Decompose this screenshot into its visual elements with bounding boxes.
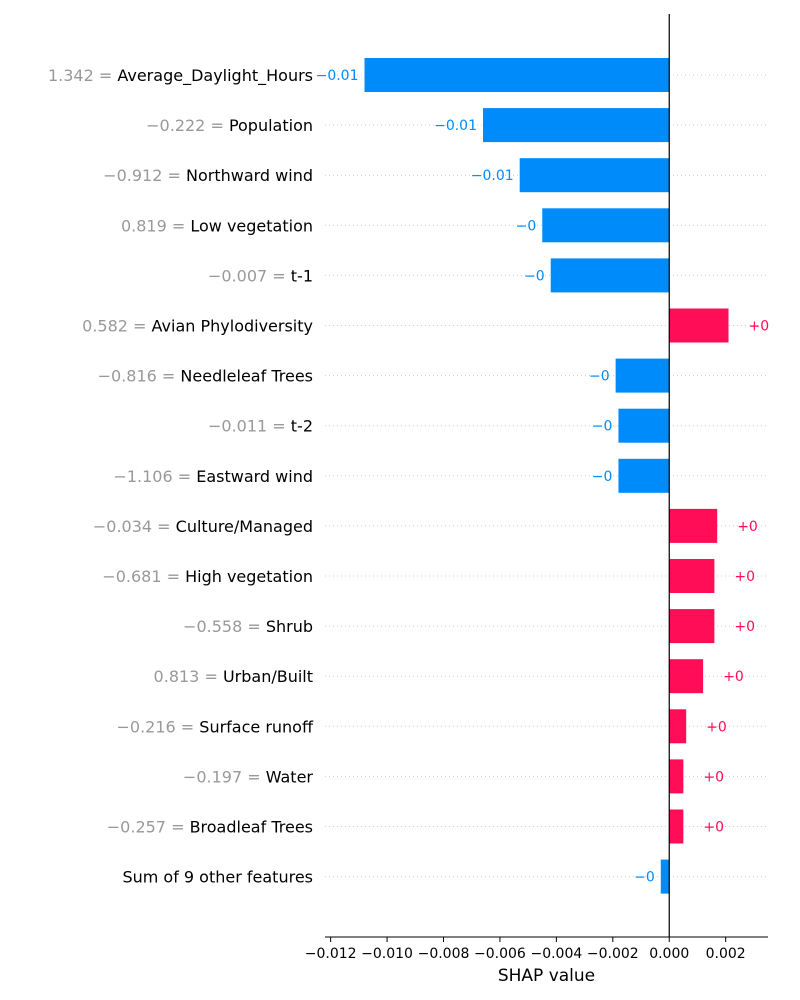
bar <box>669 709 687 744</box>
feature-value: −0.257 = <box>107 818 190 837</box>
x-tick-label: −0.008 <box>418 946 470 962</box>
feature-value: 0.813 = <box>154 667 223 686</box>
feature-name: High vegetation <box>185 567 313 586</box>
feature-value: −0.912 = <box>103 166 186 185</box>
feature-label: −0.257 = Broadleaf Trees <box>107 818 313 837</box>
bar-value-label: −0 <box>592 419 613 435</box>
feature-name: Northward wind <box>186 166 313 185</box>
bar <box>618 408 670 443</box>
feature-value: −0.197 = <box>183 767 266 786</box>
feature-name: Broadleaf Trees <box>190 818 313 837</box>
bar-value-labels: −0.01 −0.01 −0.01 −0 −0 +0 −0 −0 −0 +0 +0 +0 +0 +0 +0 +… <box>316 68 770 886</box>
bar <box>669 659 704 694</box>
feature-name: Avian Phylodiversity <box>152 317 313 336</box>
bar <box>483 108 670 143</box>
bar-value-label: −0.01 <box>471 168 514 184</box>
feature-label: −0.197 = Water <box>183 767 314 786</box>
bar <box>669 809 684 844</box>
feature-name: Shrub <box>266 617 313 636</box>
feature-name: Average_Daylight_Hours <box>117 66 313 86</box>
feature-name: t-2 <box>291 417 313 436</box>
bar <box>669 559 715 593</box>
feature-value: −0.558 = <box>183 617 266 636</box>
bar <box>669 609 715 644</box>
feature-label: −0.007 = t-1 <box>208 266 313 285</box>
bar-value-label: +0 <box>703 820 724 836</box>
x-tick-label: −0.004 <box>530 946 582 962</box>
feature-name: Eastward wind <box>196 467 313 486</box>
bar-value-label: −0.01 <box>316 68 359 84</box>
feature-label: −0.681 = High vegetation <box>102 567 313 586</box>
x-axis-title: SHAP value <box>498 966 595 986</box>
feature-value: −0.222 = <box>146 116 229 135</box>
feature-label: 0.819 = Low vegetation <box>121 216 313 235</box>
bar-value-label: −0 <box>592 469 613 485</box>
feature-name: Water <box>266 767 314 786</box>
x-axis: −0.012 −0.010 −0.008 −0.006 −0.004 −0.002 0.00… <box>305 936 768 962</box>
feature-label: −0.912 = Northward wind <box>103 166 313 185</box>
feature-name: Sum of 9 other features <box>122 868 313 887</box>
bar-value-label: −0.01 <box>434 118 477 134</box>
feature-label: −1.106 = Eastward wind <box>113 467 313 486</box>
feature-value: 0.819 = <box>121 216 190 235</box>
feature-value: 1.342 = <box>48 66 117 85</box>
feature-labels: 1.342 = Average_Daylight_Hours −0.222 = P… <box>48 66 314 887</box>
bar <box>669 759 684 794</box>
bar <box>618 458 670 493</box>
feature-label: 0.582 = Avian Phylodiversity <box>82 317 313 336</box>
feature-name: Population <box>229 116 313 135</box>
bar-value-label: −0 <box>516 218 537 234</box>
feature-value: −0.011 = <box>208 417 291 436</box>
feature-label: −0.222 = Population <box>146 116 313 135</box>
feature-label: −0.034 = Culture/Managed <box>93 517 313 536</box>
feature-label: 1.342 = Average_Daylight_Hours <box>48 66 313 86</box>
x-tick-label: −0.010 <box>361 946 413 962</box>
feature-value: −0.007 = <box>208 266 291 285</box>
bar <box>669 508 718 543</box>
bar-value-label: +0 <box>706 719 727 735</box>
bar-value-label: −0 <box>524 268 545 284</box>
bar-value-label: +0 <box>703 769 724 785</box>
bar <box>669 308 729 343</box>
x-tick-label: 0.002 <box>706 946 746 962</box>
feature-label: −0.816 = Needleleaf Trees <box>98 367 313 386</box>
x-tick-label: −0.006 <box>474 946 526 962</box>
bar <box>660 859 670 894</box>
feature-name: Surface runoff <box>199 717 314 736</box>
row-gridlines <box>325 74 768 878</box>
feature-value: −0.034 = <box>93 517 176 536</box>
feature-value: −0.816 = <box>98 367 181 386</box>
bar <box>519 158 670 193</box>
bar <box>615 358 670 393</box>
feature-value: −0.216 = <box>116 717 199 736</box>
feature-name: Needleleaf Trees <box>180 367 313 386</box>
bar-value-label: +0 <box>737 519 758 535</box>
feature-name: Culture/Managed <box>176 517 313 536</box>
feature-label: −0.216 = Surface runoff <box>116 717 313 736</box>
bar-value-label: −0 <box>634 870 655 886</box>
feature-label: −0.558 = Shrub <box>183 617 313 636</box>
feature-name: Low vegetation <box>190 216 313 235</box>
x-tick-label: 0.000 <box>649 946 689 962</box>
feature-value: −1.106 = <box>113 467 196 486</box>
bar <box>542 208 670 243</box>
feature-name: Urban/Built <box>223 667 313 686</box>
bar-value-label: +0 <box>723 669 744 685</box>
feature-label: 0.813 = Urban/Built <box>154 667 313 686</box>
bar <box>364 58 670 92</box>
feature-label: Sum of 9 other features <box>122 868 313 887</box>
bars <box>364 58 729 894</box>
bar-value-label: −0 <box>589 369 610 385</box>
x-tick-label: −0.002 <box>587 946 639 962</box>
feature-name: t-1 <box>291 266 313 285</box>
x-tick-label: −0.012 <box>305 946 357 962</box>
feature-value: 0.582 = <box>82 317 151 336</box>
bar-value-label: +0 <box>748 319 769 335</box>
bar-value-label: +0 <box>734 619 755 635</box>
bar-value-label: +0 <box>734 569 755 585</box>
feature-value: −0.681 = <box>102 567 185 586</box>
feature-label: −0.011 = t-2 <box>208 417 313 436</box>
bar <box>550 258 670 293</box>
